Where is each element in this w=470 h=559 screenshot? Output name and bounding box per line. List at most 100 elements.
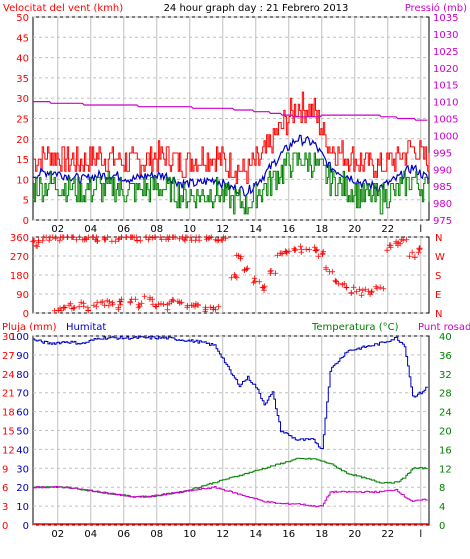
direction-point: + [277, 249, 285, 259]
direction-point: + [69, 233, 77, 243]
direction-point: + [237, 252, 245, 262]
direction-point: + [132, 295, 140, 305]
direction-point: + [283, 249, 291, 259]
rain-tick-label: 27 [2, 351, 15, 362]
direction-point: + [243, 265, 251, 275]
direction-point: + [212, 305, 220, 315]
direction-point: + [61, 304, 69, 314]
direction-point: + [168, 298, 176, 308]
direction-point: + [81, 235, 89, 245]
direction-point: + [180, 235, 188, 245]
direction-point: + [256, 277, 264, 287]
direction-point: + [326, 268, 334, 278]
direction-point: + [359, 286, 367, 296]
x-tick-label: 06 [117, 224, 130, 235]
direction-point: + [188, 236, 196, 246]
temp-tick-label: 36 [439, 351, 452, 362]
humidity-tick-label: 90 [16, 351, 29, 362]
direction-point: + [312, 246, 320, 256]
direction-point: + [123, 233, 131, 243]
direction-point: + [32, 242, 40, 252]
direction-point: + [285, 247, 293, 257]
direction-point: + [368, 288, 376, 298]
pressure-axis-title: Pressió (mb) [405, 2, 467, 14]
direction-point: + [45, 236, 53, 246]
direction-point: + [35, 238, 43, 248]
direction-point: + [380, 284, 388, 294]
direction-point: + [55, 306, 63, 316]
direction-point: + [39, 237, 47, 247]
direction-point: + [146, 295, 154, 305]
direction-point: + [146, 233, 154, 243]
direction-point: + [122, 233, 130, 243]
direction-point: + [244, 264, 252, 274]
direction-point: + [222, 234, 230, 244]
y2-tick-label: 1000 [433, 131, 458, 142]
direction-point: + [387, 243, 395, 253]
direction-point: + [136, 302, 144, 312]
x-tick-label: 02 [51, 224, 64, 235]
y-tick-label: 35 [16, 74, 29, 85]
direction-point: + [261, 282, 269, 292]
rain-tick-label: 18 [2, 408, 15, 419]
direction-point: + [93, 298, 101, 308]
direction-point: + [297, 242, 305, 252]
direction-point: + [320, 248, 328, 258]
rain-tick-label: 30 [2, 332, 15, 343]
direction-point: + [176, 299, 184, 309]
humidity-tick-label: 70 [16, 389, 29, 400]
direction-point: + [166, 233, 174, 243]
direction-point: + [201, 307, 209, 317]
direction-point: + [235, 252, 243, 262]
x-tick-label: 08 [150, 529, 163, 540]
direction-point: + [188, 301, 196, 311]
direction-point: + [208, 233, 216, 243]
direction-point: + [73, 236, 81, 246]
direction-point: + [155, 300, 163, 310]
direction-point: + [165, 299, 173, 309]
x-tick-label: 04 [84, 224, 97, 235]
direction-point: + [150, 233, 158, 243]
direction-point: + [398, 235, 406, 245]
direction-point: + [97, 298, 105, 308]
direction-point: + [383, 246, 391, 256]
direction-point: + [81, 235, 89, 245]
direction-point: + [206, 234, 214, 244]
direction-point: + [312, 246, 320, 256]
direction-point: + [202, 305, 210, 315]
direction-point: + [94, 236, 102, 246]
direction-point: + [282, 248, 290, 258]
direction-point: + [209, 305, 217, 315]
y2-tick-label: 980 [433, 199, 452, 210]
direction-point: + [189, 301, 197, 311]
direction-point: + [170, 233, 178, 243]
y-tick-label: 90 [16, 290, 29, 301]
direction-point: + [212, 236, 220, 246]
direction-point: + [203, 235, 211, 245]
direction-point: + [220, 233, 228, 243]
direction-point: + [101, 301, 109, 311]
direction-point: + [233, 273, 241, 283]
direction-point: + [162, 235, 170, 245]
direction-point: + [416, 244, 424, 254]
direction-point: + [85, 233, 93, 243]
direction-point: + [112, 237, 120, 247]
direction-point: + [176, 298, 184, 308]
direction-point: + [213, 237, 221, 247]
direction-point: + [260, 286, 268, 296]
direction-point: + [319, 249, 327, 259]
direction-point: + [42, 233, 50, 243]
direction-point: + [195, 233, 203, 243]
direction-point: + [387, 241, 395, 251]
direction-point: + [365, 287, 373, 297]
direction-point: + [231, 271, 239, 281]
direction-point: + [152, 302, 160, 312]
direction-point: + [183, 233, 191, 243]
direction-point: + [171, 233, 179, 243]
direction-point: + [411, 253, 419, 263]
y-tick-label: 45 [16, 33, 29, 44]
direction-point: + [126, 298, 134, 308]
direction-point: + [135, 301, 143, 311]
y-tick-label: 270 [10, 252, 29, 263]
